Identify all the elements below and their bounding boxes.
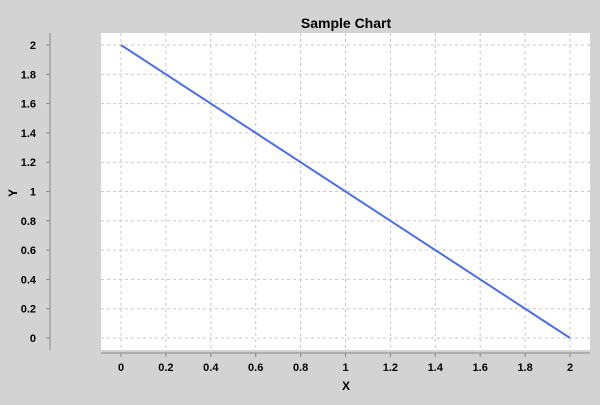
x-tick-label-10: 2: [567, 362, 573, 374]
x-tick-label-1: 0.2: [158, 362, 173, 374]
x-tick-label-6: 1.2: [383, 362, 398, 374]
y-tick-label-0: 0: [30, 333, 36, 345]
y-tick-label-8: 1.6: [21, 99, 36, 111]
y-tick-label-6: 1.2: [21, 157, 36, 169]
x-tick-label-7: 1.4: [428, 362, 444, 374]
series-line-0: [120, 44, 571, 339]
chart-title: Sample Chart: [301, 15, 392, 31]
x-axis-label: X: [342, 379, 350, 393]
x-tick-label-2: 0.4: [203, 362, 219, 374]
y-tick-label-7: 1.4: [21, 128, 37, 140]
y-tick-label-2: 0.4: [21, 274, 37, 286]
y-tick-label-10: 2: [30, 40, 36, 52]
x-tick-label-4: 0.8: [293, 362, 308, 374]
x-tick-label-8: 1.6: [473, 362, 488, 374]
x-tick-label-3: 0.6: [248, 362, 263, 374]
y-tick-label-5: 1: [30, 187, 36, 199]
x-tick-label-5: 1: [342, 362, 348, 374]
y-tick-label-9: 1.8: [21, 69, 36, 81]
x-tick-label-9: 1.8: [517, 362, 532, 374]
y-tick-label-1: 0.2: [21, 304, 36, 316]
y-tick-label-4: 0.8: [21, 216, 36, 228]
y-tick-label-3: 0.6: [21, 245, 36, 257]
y-axis-label: Y: [6, 189, 20, 197]
x-tick-label-0: 0: [118, 362, 124, 374]
